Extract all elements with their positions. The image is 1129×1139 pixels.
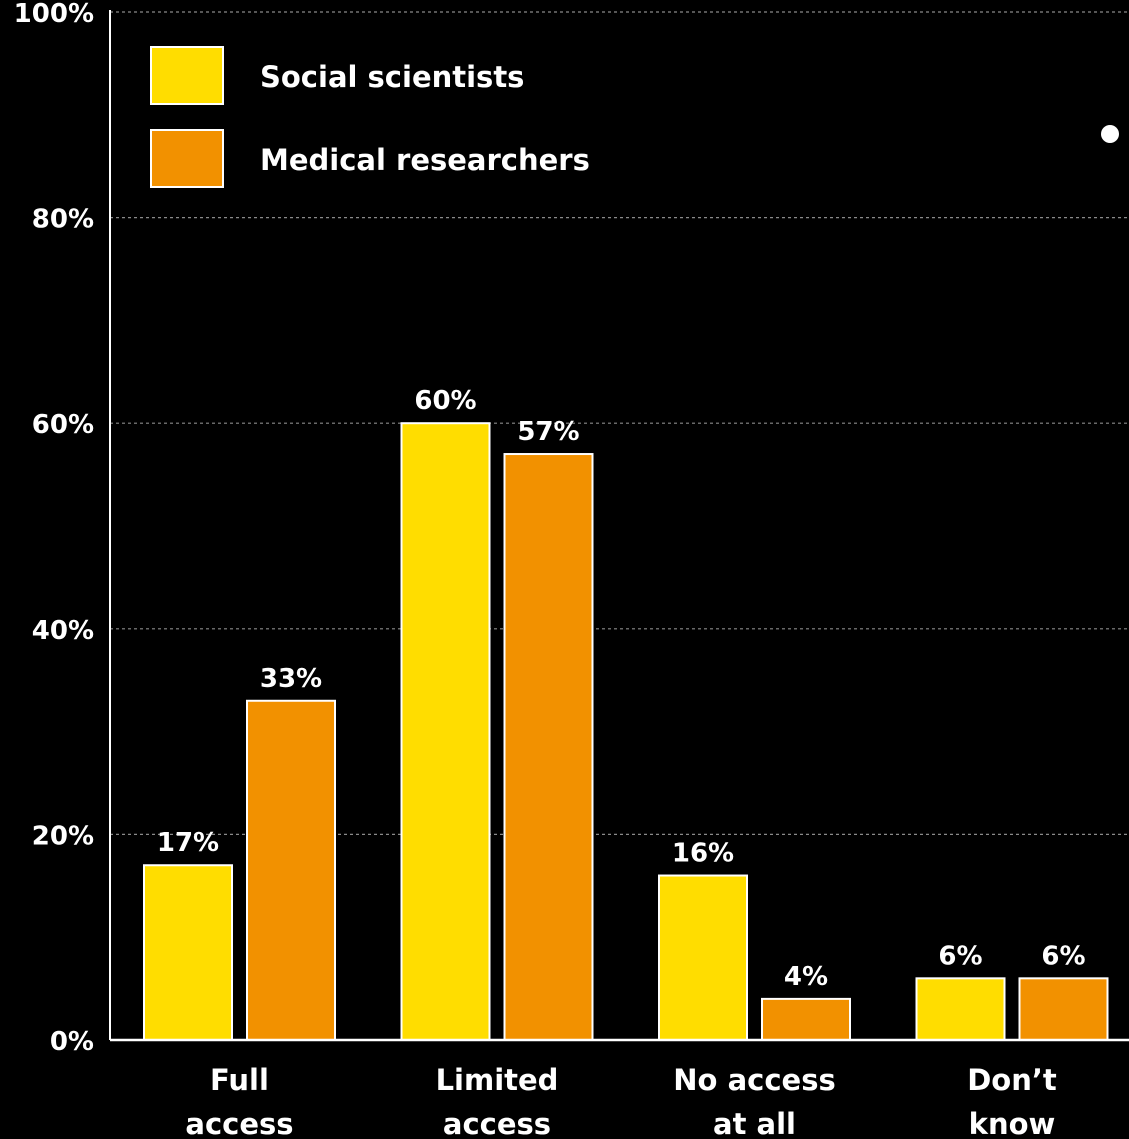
legend: Social scientists Medical researchers: [150, 46, 590, 188]
bar-value-label: 6%: [1041, 941, 1085, 971]
bars: [143, 422, 1109, 1042]
bar-social-scientists: [400, 422, 491, 1041]
bar-medical-researchers: [503, 453, 594, 1042]
bar-social-scientists: [658, 874, 748, 1042]
legend-swatch: [150, 46, 224, 105]
legend-swatch: [150, 129, 224, 188]
y-tick-label: 0%: [50, 1027, 94, 1057]
x-category-label: No access at all: [673, 1063, 835, 1139]
white-dot-marker: [1101, 125, 1119, 143]
bar-medical-researchers: [246, 699, 336, 1041]
value-labels: 17% 33% 60% 57% 16% 4% 6% 6%: [157, 386, 1086, 992]
y-tick-label: 60%: [32, 410, 94, 440]
y-tick-label: 40%: [32, 616, 94, 646]
x-axis: Full access Limited access No access at all Do…: [110, 1038, 1129, 1139]
bar-value-label: 17%: [157, 828, 219, 858]
bar-value-label: 60%: [414, 386, 476, 416]
bar-social-scientists: [915, 977, 1006, 1042]
legend-label: Social scientists: [260, 60, 524, 94]
bar-value-label: 4%: [784, 962, 828, 992]
y-tick-label: 80%: [32, 205, 94, 235]
x-category-label: Full access: [185, 1063, 293, 1139]
bar-value-label: 57%: [517, 417, 579, 447]
bar-medical-researchers: [1018, 977, 1109, 1042]
y-tick-label: 20%: [32, 821, 94, 851]
bar-value-label: 6%: [938, 941, 982, 971]
bar-medical-researchers: [761, 997, 851, 1042]
y-axis: 0% 20% 40% 60% 80% 100%: [14, 0, 111, 1057]
y-tick-label: 100%: [14, 0, 94, 29]
x-category-label: Don’t know: [967, 1063, 1057, 1139]
legend-label: Medical researchers: [260, 143, 590, 177]
bar-value-label: 33%: [260, 664, 322, 694]
bar-value-label: 16%: [672, 839, 734, 869]
x-category-label: Limited access: [436, 1063, 559, 1139]
bar-social-scientists: [143, 864, 233, 1041]
